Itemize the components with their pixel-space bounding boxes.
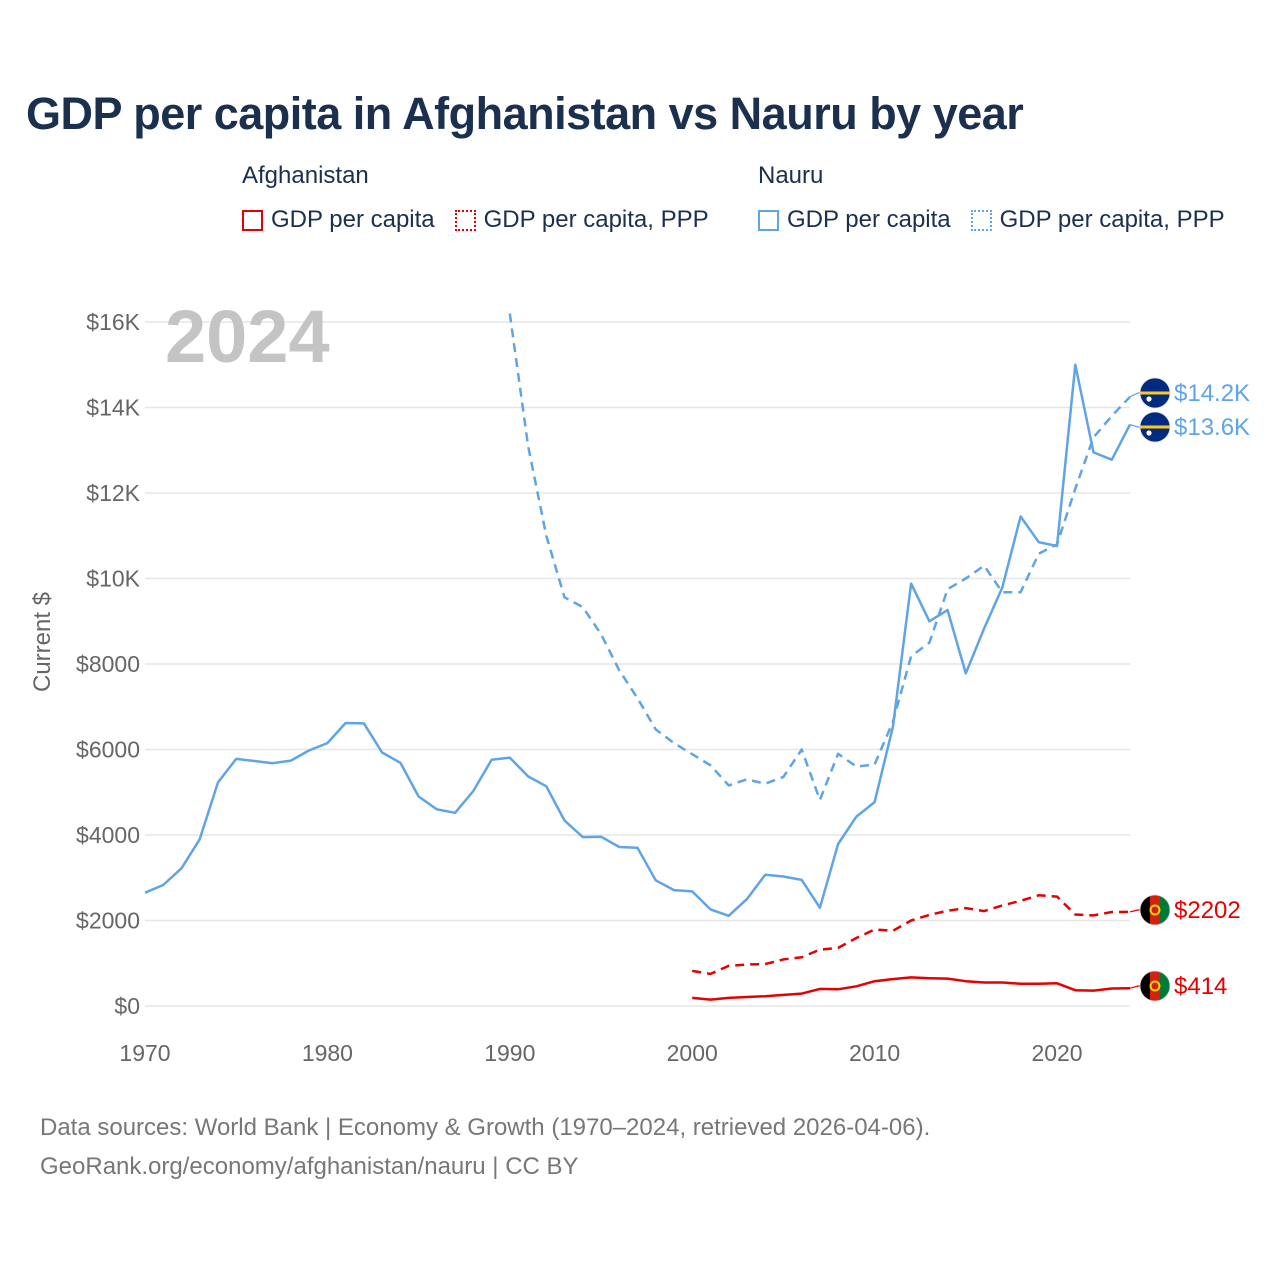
x-tick-label: 2000 xyxy=(667,1040,718,1066)
x-tick-label: 1980 xyxy=(302,1040,353,1066)
y-tick-label: $6000 xyxy=(76,737,140,763)
nauru-gdp-line[interactable] xyxy=(144,363,1132,918)
legend-swatch-solid-blue xyxy=(758,209,779,231)
x-tick-label: 2010 xyxy=(849,1040,900,1066)
flag-body xyxy=(1140,378,1170,408)
flag-outline xyxy=(1139,411,1171,443)
end-value-label: $414 xyxy=(1174,973,1227,1000)
footer-sources: Data sources: World Bank | Economy & Gro… xyxy=(40,1114,931,1141)
flag-stripe-yellow xyxy=(1140,391,1170,395)
y-tick-label: $8000 xyxy=(76,651,140,677)
legend-label: GDP per capita, PPP xyxy=(483,206,709,233)
legend-group-name: Nauru xyxy=(758,162,824,189)
flag-outline xyxy=(1139,377,1171,409)
y-tick-label: $10K xyxy=(86,566,140,592)
year-watermark: 2024 xyxy=(165,295,330,378)
flag-stripe-green xyxy=(1160,895,1170,925)
footer: Data sources: World Bank | Economy & Gro… xyxy=(40,1108,930,1186)
afghanistan-flag-icon xyxy=(1139,970,1171,1002)
legend-label: GDP per capita xyxy=(787,206,951,233)
flag-emblem xyxy=(1149,980,1161,992)
flag-stripe-yellow xyxy=(1140,425,1170,429)
flag-emblem xyxy=(1149,904,1161,916)
legend-swatch-solid-red xyxy=(242,209,263,231)
flag-outline xyxy=(1139,970,1171,1002)
legend-item-afghanistan-gdp-ppp[interactable]: GDP per capita, PPP xyxy=(454,206,709,234)
flag-star xyxy=(1146,430,1152,436)
afghanistan-gdp-line[interactable] xyxy=(692,976,1131,1001)
legend-item-nauru-gdp-ppp[interactable]: GDP per capita, PPP xyxy=(970,206,1225,234)
end-label-leader xyxy=(1129,424,1140,428)
flag-stripe-black xyxy=(1140,895,1150,925)
line-chart: $0 $2000 $4000 $6000 $8000 $10K $12K $14K $16K 19… xyxy=(29,295,1250,1066)
afghanistan-flag-icon xyxy=(1139,894,1171,926)
end-label-leader xyxy=(1129,909,1140,913)
legend-group-afghanistan: Afghanistan GDP per capita GDP per capit… xyxy=(242,162,709,234)
y-tick-label: $16K xyxy=(86,309,140,335)
flag-outline xyxy=(1139,894,1171,926)
x-tick-label: 1990 xyxy=(484,1040,535,1066)
flag-star xyxy=(1146,396,1152,402)
y-tick-label: $0 xyxy=(114,993,140,1019)
legend-group-name: Afghanistan xyxy=(242,162,369,189)
legend-swatch-dotted-red xyxy=(454,209,476,231)
legend-label: GDP per capita, PPP xyxy=(999,206,1225,233)
nauru-flag-icon xyxy=(1139,411,1171,443)
flag-stripe-green xyxy=(1160,971,1170,1001)
y-tick-label: $4000 xyxy=(76,822,140,848)
x-tick-label: 2020 xyxy=(1031,1040,1082,1066)
end-value-label: $2202 xyxy=(1174,897,1241,924)
y-tick-label: $12K xyxy=(86,480,140,506)
flag-body xyxy=(1140,412,1170,442)
afghanistan-gdp-ppp-line[interactable] xyxy=(691,894,1131,976)
y-axis-title: Current $ xyxy=(29,592,56,692)
legend-item-nauru-gdp[interactable]: GDP per capita xyxy=(758,206,951,234)
end-value-label: $13.6K xyxy=(1174,414,1250,441)
nauru-gdp-ppp-line[interactable] xyxy=(508,313,1131,802)
footer-attribution[interactable]: GeoRank.org/economy/afghanistan/nauru | … xyxy=(40,1153,579,1180)
legend-swatch-dotted-blue xyxy=(970,209,992,231)
flag-stripe-red xyxy=(1150,895,1160,925)
flag-body xyxy=(1140,971,1170,1001)
legend-label: GDP per capita xyxy=(271,206,435,233)
flag-stripe-red xyxy=(1150,971,1160,1001)
legend-group-nauru: Nauru GDP per capita GDP per capita, PPP xyxy=(758,162,1225,234)
nauru-flag-icon xyxy=(1139,377,1171,409)
x-tick-label: 1970 xyxy=(119,1040,170,1066)
chart-title: GDP per capita in Afghanistan vs Nauru b… xyxy=(26,88,1024,139)
flag-stripe-black xyxy=(1140,971,1150,1001)
y-tick-label: $14K xyxy=(86,395,140,421)
y-tick-label: $2000 xyxy=(76,908,140,934)
end-label-leader xyxy=(1129,392,1140,398)
end-label-leader xyxy=(1129,985,1140,989)
legend-item-afghanistan-gdp[interactable]: GDP per capita xyxy=(242,206,435,234)
flag-body xyxy=(1140,895,1170,925)
end-value-label: $14.2K xyxy=(1174,380,1250,407)
